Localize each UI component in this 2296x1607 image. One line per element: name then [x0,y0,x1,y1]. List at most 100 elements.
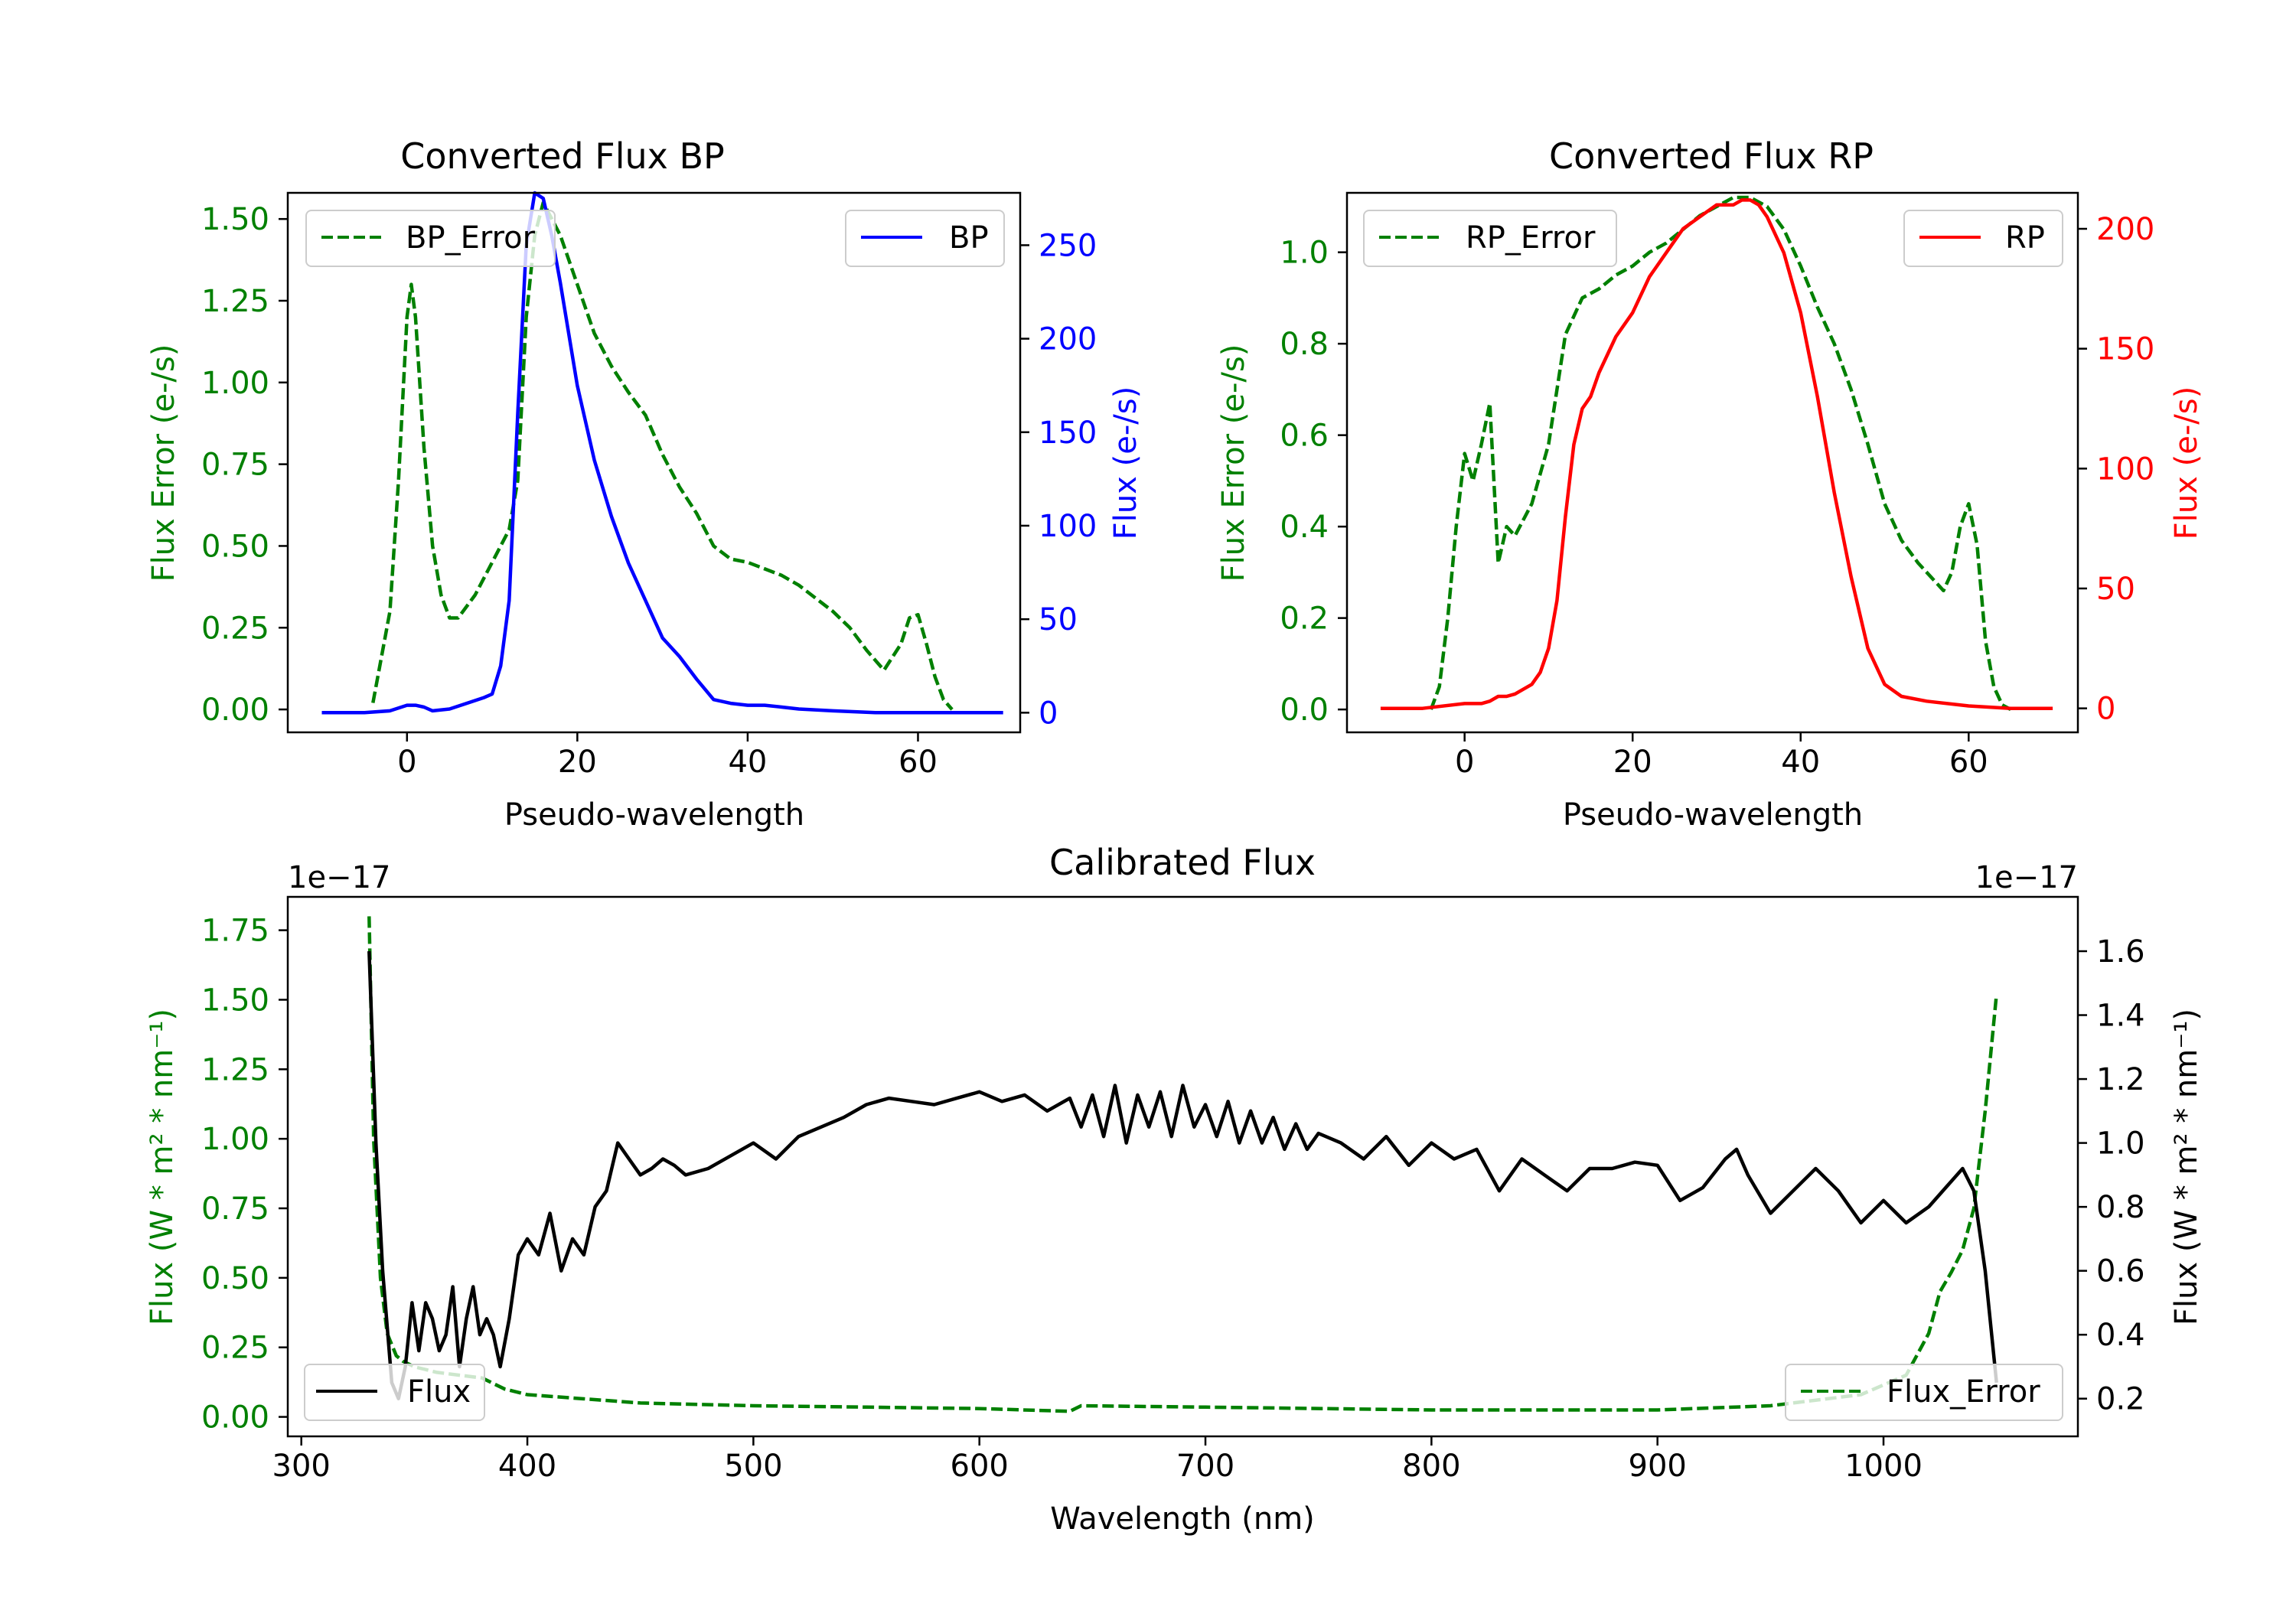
cal-y-left-tick-label: 1.00 [201,1122,269,1157]
cal-x-tick-label: 500 [724,1449,782,1484]
rp-x-tick-label: 60 [1949,745,1988,780]
cal-series-flux [367,950,1998,1400]
bp-x-tick-label: 0 [397,745,416,780]
rp-y-left-label: Flux Error (e-/s) [1216,344,1251,582]
bp-y-left-label: Flux Error (e-/s) [146,344,181,582]
rp-y-right-tick-label: 0 [2096,692,2115,727]
cal-legend-error: Flux_Error [1785,1364,2063,1421]
cal-right-offset: 1e−17 [1975,860,2078,895]
cal-y-left-tick-label: 1.25 [201,1052,269,1087]
bp-lines [321,191,1003,715]
rp-x-ticks: 0 20 40 60 [1455,732,1988,780]
bp-series-bp [321,191,1003,715]
rp-y-left-tick-label: 0.4 [1280,510,1329,545]
cal-legend-flux-label: Flux [407,1374,471,1410]
bp-plot-frame [286,191,1022,734]
bp-y-left-tick-label: 0.50 [201,529,269,564]
cal-x-tick-label: 900 [1629,1449,1687,1484]
cal-y-right-tick-label: 1.0 [2096,1126,2145,1162]
rp-y-left-tick-label: 0.8 [1280,327,1329,362]
cal-y-left-tick-label: 1.75 [201,914,269,949]
bp-panel: Converted Flux BP 0 20 40 60 0.000.250.500.… [146,135,1143,833]
calibrated-panel: Calibrated Flux 1e−17 1e−17 300 400 500 600… [145,842,2204,1537]
rp-y-right-tick-label: 150 [2096,332,2154,367]
cal-y-right-tick-label: 1.2 [2096,1062,2145,1097]
cal-legend-error-box [1785,1364,2063,1421]
cal-y-left-tick-label: 1.50 [201,983,269,1018]
rp-legend-error: RP_Error [1363,210,1617,267]
cal-x-tick-label: 800 [1402,1449,1460,1484]
cal-x-tick-label: 700 [1176,1449,1234,1484]
cal-x-ticks: 300 400 500 600 700 800 900 1000 [272,1436,1923,1484]
bp-y-right-ticks: 0 50 100 150 200 250 [1020,228,1097,731]
cal-y-left-tick-label: 0.00 [201,1400,269,1436]
bp-y-left-tick-label: 0.00 [201,693,269,728]
rp-series-rp [1380,198,2053,710]
rp-legend-flux: RP [1903,210,2063,267]
cal-lines [367,916,1998,1413]
bp-y-right-tick-label: 150 [1039,416,1097,451]
rp-y-left-tick-label: 1.0 [1280,236,1329,271]
bp-y-left-tick-label: 1.50 [201,202,269,237]
rp-x-label: Pseudo-wavelength [1563,797,1863,833]
rp-legend-error-label: RP_Error [1466,220,1596,256]
bp-legend-error: BP_Error [305,210,556,267]
rp-y-left-ticks: 0.0 0.2 0.4 0.6 0.8 1.0 [1280,236,1347,728]
bp-y-left-tick-label: 1.25 [201,284,269,319]
bp-y-left-tick-label: 0.75 [201,448,269,483]
rp-y-left-tick-label: 0.2 [1280,601,1329,637]
cal-y-left-ticks: 0.00 0.25 0.50 0.75 1.00 1.25 1.50 1.75 [201,914,288,1436]
cal-y-right-tick-label: 0.6 [2096,1254,2145,1289]
cal-y-right-tick-label: 1.4 [2096,999,2145,1034]
bp-y-right-label: Flux (e-/s) [1108,386,1143,539]
bp-x-tick-label: 20 [558,745,597,780]
bp-x-tick-label: 60 [899,745,938,780]
rp-legend-error-box [1363,210,1617,267]
rp-y-right-label: Flux (e-/s) [2169,386,2204,539]
rp-plot-frame [1345,191,2079,734]
cal-y-left-tick-label: 0.50 [201,1261,269,1296]
cal-y-left-tick-label: 0.75 [201,1191,269,1227]
rp-y-right-tick-label: 50 [2096,572,2135,607]
cal-x-tick-label: 300 [272,1449,331,1484]
bp-y-right-tick-label: 100 [1039,509,1097,544]
cal-y-left-label: Flux (W * m² * nm⁻¹) [145,1009,180,1325]
rp-x-tick-label: 0 [1455,745,1474,780]
bp-series-bp-error [371,200,954,711]
cal-y-right-tick-label: 1.6 [2096,934,2145,970]
bp-y-left-ticks: 0.00 0.25 0.50 0.75 1.00 1.25 1.50 [201,202,288,728]
cal-y-right-ticks: 0.2 0.4 0.6 0.8 1.0 1.2 1.4 1.6 [2078,934,2145,1417]
bp-y-left-tick-label: 1.00 [201,366,269,401]
rp-y-right-tick-label: 200 [2096,212,2154,247]
rp-legend-flux-label: RP [2005,220,2045,256]
rp-y-left-tick-label: 0.6 [1280,419,1329,454]
bp-y-right-tick-label: 250 [1039,228,1097,263]
cal-y-left-tick-label: 0.25 [201,1331,269,1366]
cal-y-right-tick-label: 0.8 [2096,1190,2145,1225]
bp-x-ticks: 0 20 40 60 [397,732,938,780]
bp-x-label: Pseudo-wavelength [504,797,804,833]
rp-panel: Converted Flux RP 0 20 40 60 0.00.20.40.60.… [1216,135,2204,833]
cal-legend-flux-box [304,1364,485,1421]
cal-x-tick-label: 1000 [1844,1449,1923,1484]
cal-left-offset: 1e−17 [288,860,390,895]
rp-y-right-ticks: 0 50 100 150 200 [2078,212,2154,727]
bp-legend-flux: BP [845,210,1005,267]
bp-y-right-tick-label: 50 [1039,602,1078,637]
bp-legend-flux-box [845,210,1005,267]
cal-legend-flux: Flux [304,1364,485,1421]
bp-title: Converted Flux BP [400,135,725,177]
cal-y-right-label: Flux (W * m² * nm⁻¹) [2169,1009,2204,1325]
bp-y-right-tick-label: 200 [1039,322,1097,357]
cal-y-right-tick-label: 0.4 [2096,1318,2145,1353]
rp-x-tick-label: 40 [1781,745,1820,780]
bp-y-left-tick-label: 0.25 [201,611,269,646]
cal-y-right-tick-label: 0.2 [2096,1382,2145,1417]
cal-legend-error-label: Flux_Error [1887,1374,2040,1410]
cal-x-tick-label: 400 [498,1449,556,1484]
bp-legend-flux-label: BP [949,220,989,256]
bp-x-tick-label: 40 [728,745,767,780]
cal-title: Calibrated Flux [1049,842,1316,883]
rp-x-tick-label: 20 [1613,745,1652,780]
